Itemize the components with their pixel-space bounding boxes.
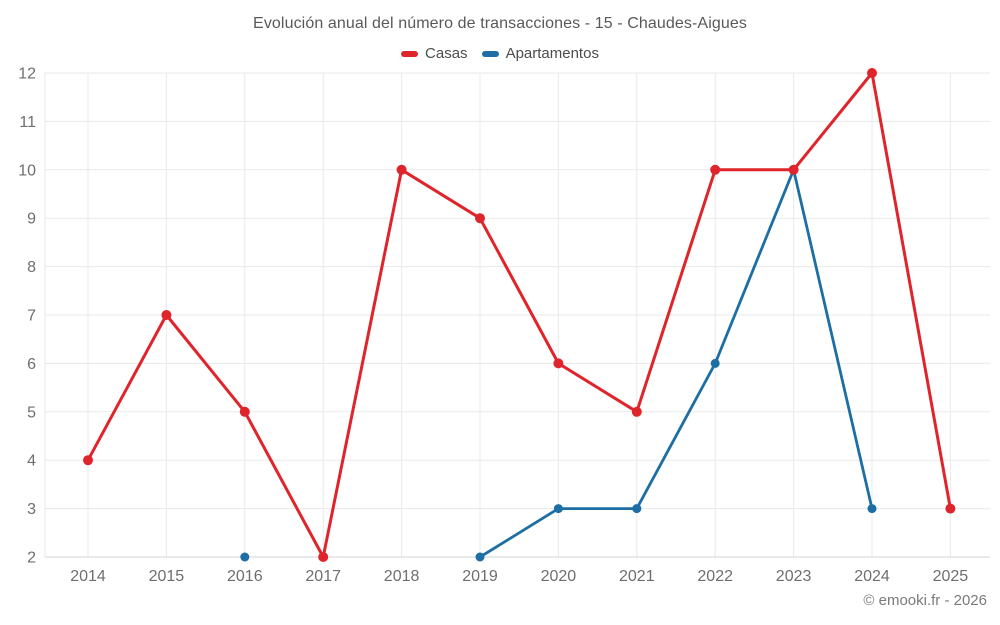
y-tick-label: 6 xyxy=(27,356,36,373)
x-tick-label: 2025 xyxy=(933,568,969,585)
series-line-casas xyxy=(86,71,952,559)
data-point-casas-2024[interactable] xyxy=(867,68,877,78)
chart-title: Evolución anual del número de transaccio… xyxy=(253,15,747,32)
data-point-apartamentos-2019[interactable] xyxy=(475,552,485,562)
legend-item-apartamentos[interactable]: Apartamentos xyxy=(481,45,599,62)
y-tick-label: 4 xyxy=(27,453,36,470)
data-point-casas-2019[interactable] xyxy=(475,213,485,224)
data-point-casas-2014[interactable] xyxy=(83,455,93,466)
y-tick-label: 8 xyxy=(27,259,36,276)
data-point-casas-2017[interactable] xyxy=(318,552,329,562)
data-point-casas-2025[interactable] xyxy=(945,503,956,514)
data-point-apartamentos-2024[interactable] xyxy=(867,504,877,514)
x-tick-label: 2014 xyxy=(70,568,106,585)
data-point-casas-2020[interactable] xyxy=(553,358,564,369)
y-tick-label: 10 xyxy=(18,162,36,179)
x-tick-label: 2020 xyxy=(541,568,577,585)
legend-item-casas[interactable]: Casas xyxy=(401,45,468,62)
x-tick-label: 2016 xyxy=(227,568,263,585)
data-point-casas-2023[interactable] xyxy=(788,164,799,175)
credit-text: © emooki.fr - 2026 xyxy=(863,592,987,609)
data-point-apartamentos-2022[interactable] xyxy=(710,358,720,368)
data-point-casas-2021[interactable] xyxy=(631,406,642,417)
x-tick-label: 2018 xyxy=(384,568,420,585)
y-tick-label: 12 xyxy=(18,66,36,83)
legend-swatch-apartamentos-icon xyxy=(481,50,499,57)
x-tick-label: 2022 xyxy=(697,568,733,585)
legend-label-apartamentos: Apartamentos xyxy=(505,45,599,62)
data-point-casas-2018[interactable] xyxy=(396,164,407,175)
legend-swatch-casas-icon xyxy=(401,50,419,57)
chart-legend: Casas Apartamentos xyxy=(0,45,1000,62)
data-point-casas-2015[interactable] xyxy=(161,310,172,320)
y-tick-label: 11 xyxy=(19,114,36,131)
x-tick-label: 2023 xyxy=(776,568,812,585)
data-point-apartamentos-2016[interactable] xyxy=(240,552,250,562)
data-point-casas-2016[interactable] xyxy=(239,406,250,417)
data-point-apartamentos-2020[interactable] xyxy=(553,504,563,514)
x-tick-label: 2017 xyxy=(305,568,341,585)
y-tick-label: 2 xyxy=(27,550,36,567)
y-tick-label: 5 xyxy=(27,404,36,421)
series-line-apartamentos xyxy=(478,168,874,559)
x-tick-label: 2024 xyxy=(854,568,890,585)
x-tick-label: 2021 xyxy=(619,568,655,585)
y-tick-label: 7 xyxy=(27,308,36,325)
legend-label-casas: Casas xyxy=(425,45,468,62)
x-tick-label: 2019 xyxy=(462,568,498,585)
data-point-apartamentos-2021[interactable] xyxy=(632,504,642,514)
data-point-casas-2022[interactable] xyxy=(710,164,721,175)
y-tick-label: 9 xyxy=(27,211,36,228)
y-tick-label: 3 xyxy=(27,501,36,518)
x-tick-label: 2015 xyxy=(149,568,185,585)
